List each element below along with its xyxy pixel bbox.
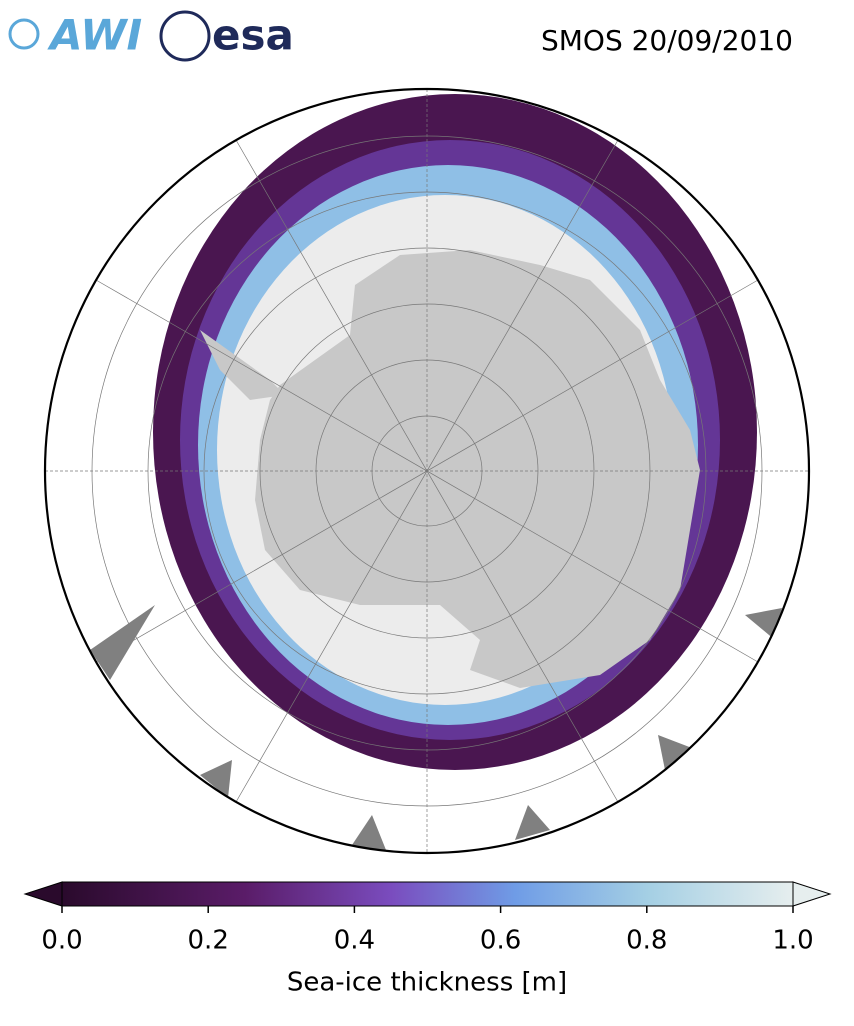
graticule <box>45 89 809 853</box>
colorbar-tick-label: 0.2 <box>188 926 229 956</box>
colorbar-label: Sea-ice thickness [m] <box>287 968 567 998</box>
colorbar-tick-label: 0.6 <box>480 926 521 956</box>
logo-esa-text: esa <box>212 11 294 60</box>
colorbar-gradient <box>61 881 794 907</box>
map-title: SMOS 20/09/2010 <box>541 24 793 57</box>
antarctica <box>255 250 700 688</box>
map <box>45 89 809 853</box>
logo-awi: AWI <box>8 11 142 60</box>
colorbar-tick-label: 0.4 <box>334 926 375 956</box>
logo-awi-text: AWI <box>47 11 142 60</box>
colorbar-tick-label: 1.0 <box>772 926 813 956</box>
logo-esa: esa <box>159 10 294 62</box>
colorbar-tick-label: 0.8 <box>626 926 667 956</box>
colorbar-tick-label: 0.0 <box>41 926 82 956</box>
colorbar <box>23 881 832 907</box>
map-frame <box>43 87 811 855</box>
